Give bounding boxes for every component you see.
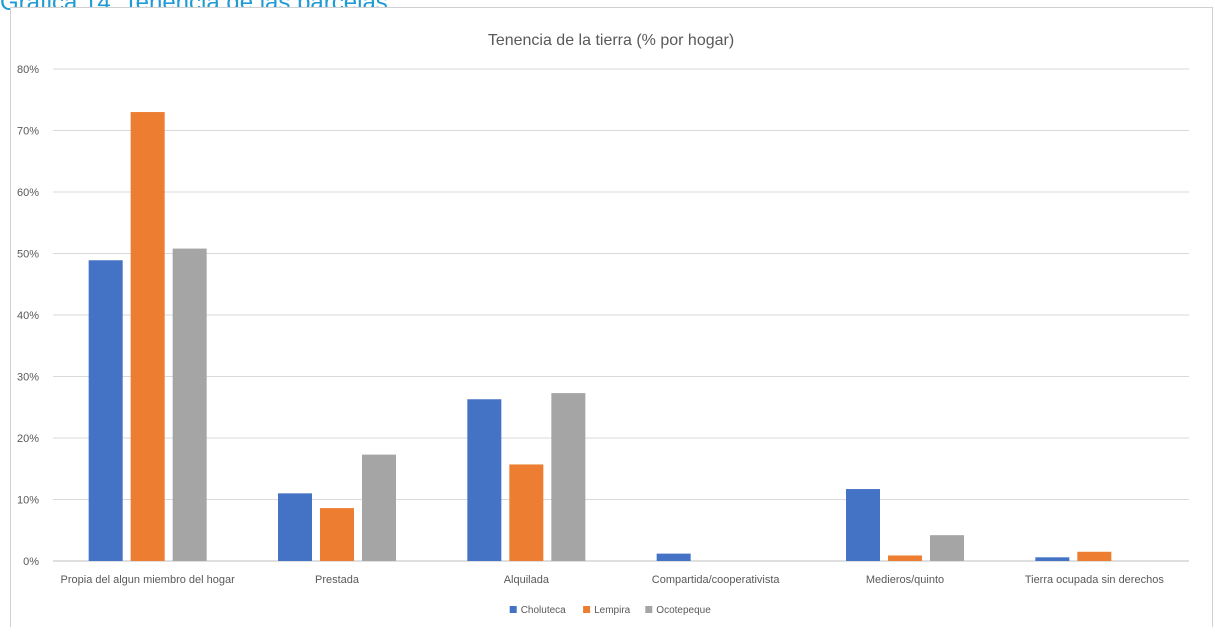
bar-lempira-2	[320, 508, 354, 561]
x-tick-label: Alquilada	[504, 574, 550, 586]
bar-choluteca-2	[278, 493, 312, 561]
x-axis-tick-labels: Propia del algun miembro del hogar Presta…	[61, 574, 1165, 586]
y-axis-tick-labels: 0% 10% 20% 30% 40% 50% 60% 70% 80%	[17, 64, 39, 568]
legend: Choluteca Lempira Ocotepeque	[509, 605, 711, 616]
y-tick-label: 30%	[17, 372, 39, 384]
bar-ocotepeque-5	[930, 535, 964, 561]
bar-chart: Tenencia de la tierra (% por hogar) 0% 10…	[17, 32, 1189, 616]
y-tick-label: 70%	[17, 126, 39, 138]
bar-lempira-1	[130, 112, 165, 562]
bar-choluteca-4	[656, 553, 691, 561]
x-tick-label: Tierra ocupada sin derechos	[1025, 574, 1165, 586]
bar-lempira-6	[1077, 551, 1112, 561]
legend-swatch-ocotepeque	[645, 606, 653, 613]
legend-swatch-lempira	[583, 606, 591, 613]
bar-ocotepeque-1	[172, 248, 207, 561]
y-tick-label: 40%	[17, 310, 39, 322]
y-tick-label: 80%	[17, 64, 39, 76]
chart-title: Tenencia de la tierra (% por hogar)	[488, 32, 734, 49]
bar-choluteca-5	[846, 489, 880, 561]
x-tick-label: Compartida/cooperativista	[652, 574, 781, 586]
bars	[88, 112, 1112, 562]
bar-choluteca-3	[467, 399, 502, 561]
legend-label-ocotepeque: Ocotepeque	[656, 605, 711, 616]
bar-choluteca-6	[1035, 557, 1070, 561]
x-tick-label: Propia del algun miembro del hogar	[61, 574, 236, 586]
y-tick-label: 20%	[17, 433, 39, 445]
bar-choluteca-1	[88, 260, 123, 561]
y-tick-label: 50%	[17, 249, 39, 261]
y-tick-label: 10%	[17, 495, 39, 507]
bar-ocotepeque-3	[551, 393, 586, 561]
gridlines	[53, 68, 1189, 562]
chart-frame: Tenencia de la tierra (% por hogar) 0% 10…	[10, 7, 1213, 627]
bar-ocotepeque-2	[362, 454, 396, 561]
y-tick-label: 60%	[17, 187, 39, 199]
legend-label-choluteca: Choluteca	[521, 605, 566, 616]
legend-swatch-choluteca	[509, 606, 517, 613]
legend-label-lempira: Lempira	[594, 605, 631, 616]
bar-lempira-3	[509, 464, 544, 561]
bar-lempira-5	[888, 555, 922, 561]
y-tick-label: 0%	[23, 556, 39, 568]
x-tick-label: Prestada	[315, 574, 360, 586]
x-tick-label: Medieros/quinto	[866, 574, 944, 586]
